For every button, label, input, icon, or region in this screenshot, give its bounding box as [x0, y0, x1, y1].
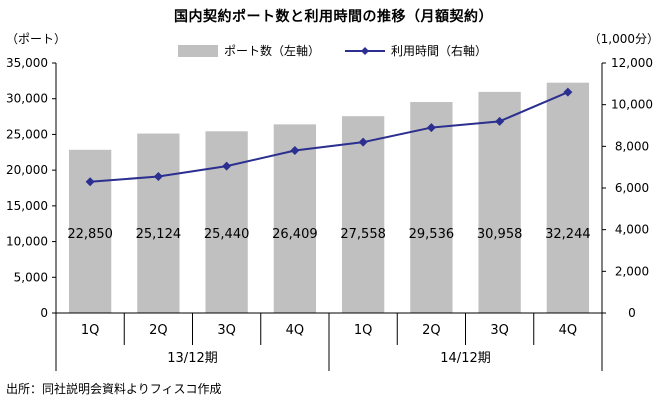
bar	[410, 102, 453, 314]
left-tick-label: 20,000	[6, 163, 48, 177]
line-point	[426, 123, 436, 133]
right-tick-label: 12,000	[611, 56, 653, 70]
legend-item-bar: ポート数（左軸）	[178, 42, 320, 59]
line-series-path	[90, 91, 569, 183]
left-axis-unit: （ポート）	[6, 32, 67, 46]
line-point	[358, 137, 368, 147]
bar-value-label: 22,850	[67, 227, 113, 242]
left-tick-label: 10,000	[6, 235, 48, 249]
bar-value-label: 25,124	[136, 227, 182, 242]
right-tick-label: 6,000	[615, 181, 649, 195]
bar	[341, 116, 385, 314]
category-label: 4Q	[286, 323, 305, 338]
right-tick-label: 2,000	[615, 264, 649, 278]
group-label: 13/12期	[167, 351, 217, 366]
chart-title: 国内契約ポート数と利用時間の推移（月額契約）	[174, 9, 493, 25]
category-label: 4Q	[559, 323, 578, 338]
bar-value-label: 27,558	[340, 227, 386, 242]
group-label: 14/12期	[440, 351, 490, 366]
line-point	[153, 172, 163, 182]
right-tick-label: 8,000	[615, 139, 649, 153]
left-tick-label: 15,000	[6, 199, 48, 213]
bar-value-label: 30,958	[477, 227, 523, 242]
left-tick-label: 30,000	[6, 92, 48, 106]
line-point	[85, 177, 95, 187]
left-tick-label: 5,000	[14, 270, 48, 284]
legend-line-swatch	[345, 45, 385, 57]
left-tick-label: 25,000	[6, 127, 48, 141]
category-label: 2Q	[149, 323, 168, 338]
line-point	[563, 87, 573, 97]
right-tick-label: 0	[628, 306, 636, 320]
bar	[273, 124, 317, 313]
bar	[137, 133, 180, 313]
bar-value-label: 25,440	[204, 227, 250, 242]
category-label: 3Q	[490, 323, 509, 338]
legend-item-line: 利用時間（右軸）	[345, 42, 487, 59]
right-tick-label: 10,000	[611, 98, 653, 112]
bar	[68, 149, 112, 313]
legend-bar-swatch	[178, 44, 218, 57]
line-point	[290, 146, 300, 155]
bar	[546, 82, 590, 313]
right-axis-unit: （1,000分）	[588, 32, 659, 46]
category-label: 1Q	[81, 323, 100, 338]
category-label: 2Q	[422, 323, 441, 338]
bar-value-label: 32,244	[545, 227, 591, 242]
legend-line-label: 利用時間（右軸）	[391, 44, 488, 58]
bar	[478, 91, 521, 313]
left-tick-label: 0	[40, 306, 48, 320]
line-point	[495, 116, 505, 126]
bar-value-label: 29,536	[409, 227, 455, 242]
left-tick-label: 35,000	[6, 56, 48, 70]
category-label: 1Q	[354, 323, 373, 338]
category-label: 3Q	[217, 323, 236, 338]
source-note: 出所：同社説明会資料よりフィスコ作成	[6, 382, 222, 396]
bar	[205, 131, 248, 313]
line-point	[222, 161, 232, 171]
legend-bar-label: ポート数（左軸）	[224, 44, 321, 58]
right-tick-label: 4,000	[615, 223, 649, 237]
bar-value-label: 26,409	[272, 227, 318, 242]
